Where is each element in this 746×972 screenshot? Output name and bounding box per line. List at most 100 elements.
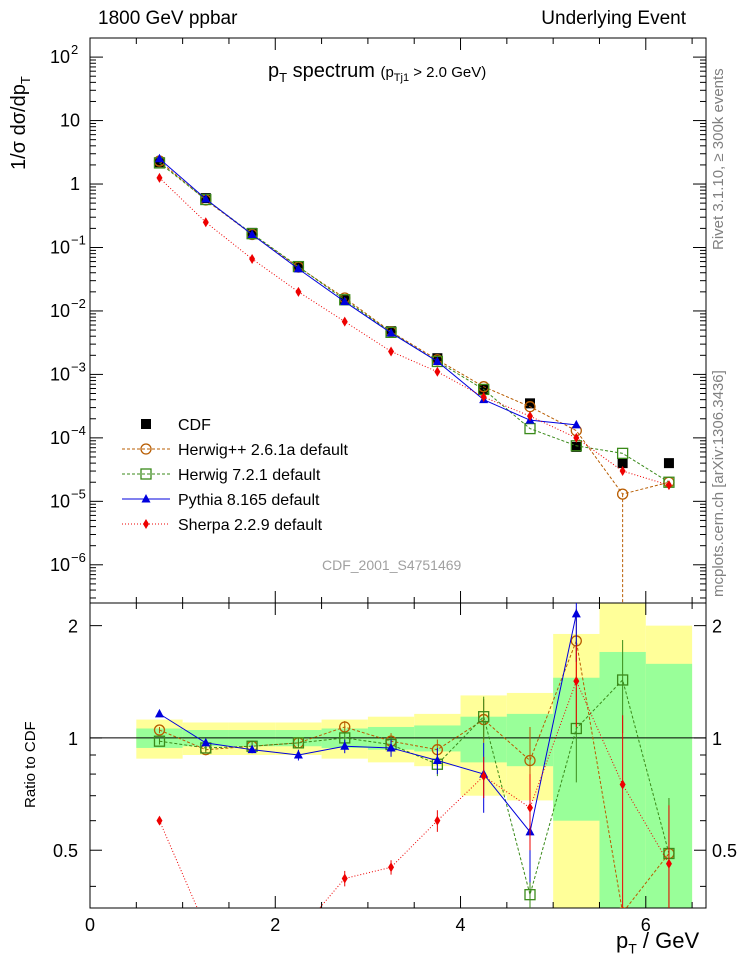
data-point	[295, 286, 302, 297]
data-point	[527, 411, 533, 422]
ratio-y-tick-label: 0.5	[53, 841, 78, 861]
ratio-point	[524, 754, 536, 767]
ratio-point	[153, 735, 166, 747]
ratio-point	[524, 889, 536, 901]
data-point	[154, 153, 164, 163]
ratio-point	[573, 676, 580, 687]
data-point	[432, 356, 442, 365]
y-axis-label: 1/σ dσ/dpT	[8, 76, 33, 170]
data-point	[154, 157, 165, 168]
ratio-point	[340, 741, 350, 750]
y-tick-label: 10	[50, 301, 70, 321]
y-tick-label: 1	[70, 174, 80, 194]
data-point	[573, 432, 580, 443]
y-tick-label: 10	[50, 428, 70, 448]
header-left: 1800 GeV ppbar	[98, 8, 238, 29]
ratio-point	[434, 815, 441, 826]
mcplots-reference-text: mcplots.cern.ch [arXiv:1306.3436]	[710, 370, 727, 597]
y-tick-label-exponent: −4	[71, 423, 86, 438]
data-point	[616, 447, 629, 460]
y-tick-label-exponent: −1	[71, 232, 86, 247]
ratio-point	[616, 674, 629, 686]
ratio-line	[159, 678, 670, 897]
data-point	[571, 419, 581, 429]
legend-marker	[140, 468, 152, 480]
data-point	[385, 326, 397, 338]
data-point	[201, 194, 211, 203]
x-tick-label: 4	[456, 915, 466, 935]
ratio-y-tick-label-right: 0.5	[712, 841, 737, 861]
ratio-point	[156, 815, 163, 826]
ratio-point	[293, 749, 303, 759]
legend-entry: Sherpa 2.2.9 default	[178, 517, 323, 534]
x-tick-label: 6	[641, 915, 651, 935]
data-point	[571, 441, 582, 452]
main-series	[153, 153, 675, 603]
data-point	[202, 217, 209, 228]
ratio-point	[527, 802, 533, 813]
chart-title: pT spectrum (pTj1 > 2.0 GeV)	[268, 60, 487, 85]
ratio-series	[153, 603, 675, 938]
ratio-y-tick-label-right: 1	[712, 729, 722, 749]
data-point	[663, 458, 674, 469]
y-tick-label-exponent: −2	[71, 296, 86, 311]
y-tick-label: 10	[50, 237, 70, 257]
data-point	[619, 466, 626, 477]
ratio-point	[249, 928, 255, 938]
y-tick-label-exponent: −5	[71, 486, 86, 501]
ratio-point	[341, 873, 348, 884]
ratio-point	[295, 928, 301, 938]
data-point	[340, 296, 350, 306]
ratio-y-tick-label: 1	[68, 729, 78, 749]
legend-marker	[141, 494, 151, 503]
legend-marker	[143, 519, 149, 529]
series-line-herwig-7-2-1-default	[159, 162, 670, 483]
legend-entry: Herwig 7.2.1 default	[178, 467, 321, 484]
data-point	[480, 392, 487, 403]
ratio-point	[432, 755, 442, 764]
data-point	[246, 228, 258, 240]
legend-entry: CDF	[178, 417, 211, 434]
legend-marker	[141, 419, 151, 429]
ratio-point	[665, 858, 672, 869]
header-right: Underlying Event	[541, 8, 686, 29]
rivet-version-text: Rivet 3.1.10, ≥ 300k events	[710, 68, 727, 250]
legend-marker	[140, 443, 152, 455]
legend-entry: Herwig++ 2.6.1a default	[178, 442, 348, 459]
legend-entry: Pythia 8.165 default	[178, 492, 320, 509]
data-point	[156, 172, 163, 183]
ratio-bands	[136, 603, 693, 908]
legend: CDF Herwig++ 2.6.1a default Herwig 7.2.1 d…	[122, 417, 348, 534]
data-point	[293, 263, 303, 273]
ratio-y-label: Ratio to CDF	[22, 721, 39, 808]
y-tick-label-exponent: −6	[71, 550, 86, 565]
data-point	[249, 253, 256, 264]
y-tick-label-exponent: 2	[71, 42, 78, 57]
series-line-herwig-2-6-1a-default	[159, 160, 670, 495]
x-axis-label: pT / GeV	[616, 928, 700, 957]
y-tick-label: 10	[60, 111, 80, 131]
y-tick-label: 10	[50, 364, 70, 384]
y-tick-label: 10	[50, 47, 70, 67]
y-tick-label: 10	[50, 555, 70, 575]
ratio-point	[480, 771, 487, 782]
ratio-y-tick-label: 2	[68, 617, 78, 637]
data-point	[386, 327, 396, 337]
ratio-plot-frame	[89, 602, 707, 909]
data-point	[665, 480, 672, 491]
data-point	[341, 316, 348, 327]
data-point	[247, 229, 257, 239]
y-tick-label: 10	[50, 491, 70, 511]
data-point	[388, 346, 395, 357]
ratio-point	[201, 737, 211, 747]
series-line-pythia-8-165-default	[159, 158, 577, 426]
data-point	[525, 398, 535, 409]
series-line-sherpa-2-2-9-default	[159, 177, 670, 486]
ratio-point	[619, 779, 626, 790]
ratio-point	[388, 862, 395, 873]
ratio-point	[247, 744, 257, 754]
ratio-point	[386, 742, 396, 752]
y-tick-label-exponent: −3	[71, 359, 86, 374]
ratio-point	[619, 907, 626, 908]
